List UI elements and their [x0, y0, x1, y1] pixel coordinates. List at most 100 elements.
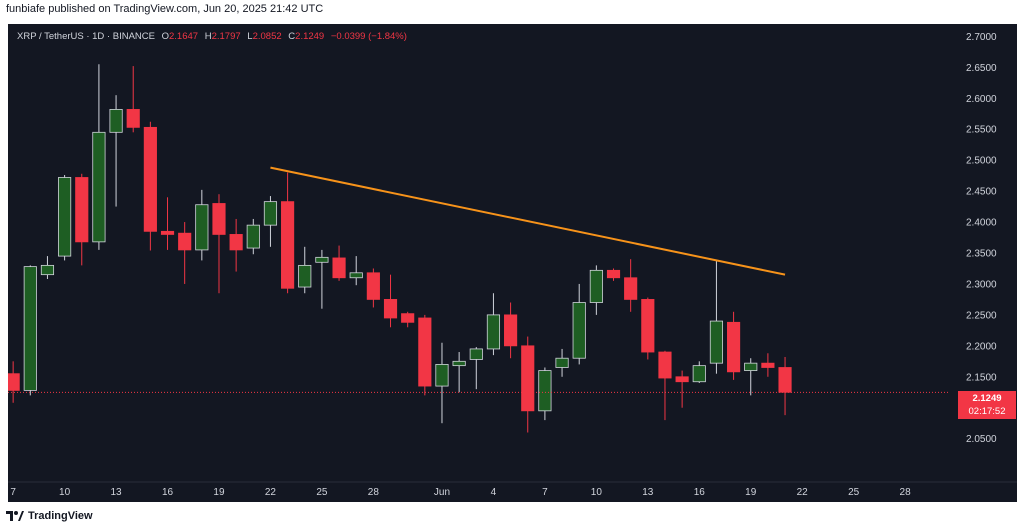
x-tick-label: 28: [900, 487, 912, 498]
y-tick-label: 2.6500: [966, 63, 997, 74]
candle-body: [572, 302, 586, 359]
bullish-candle: [469, 347, 483, 390]
candle-body: [92, 131, 106, 243]
candle-body: [401, 313, 415, 323]
x-tick-label: 7: [542, 487, 548, 498]
candle-body: [641, 299, 655, 353]
bullish-candle: [263, 196, 278, 247]
y-tick-label: 2.4000: [966, 218, 997, 229]
candle-body: [709, 320, 724, 364]
bar-countdown: 02:17:52: [968, 406, 1006, 417]
bullish-candle: [40, 256, 55, 279]
candle-body: [349, 272, 363, 279]
y-tick-label: 2.6000: [966, 94, 997, 105]
candle-body: [178, 232, 192, 251]
x-tick-label: 7: [10, 487, 16, 498]
x-tick-label: 22: [265, 487, 277, 498]
x-tick-label: 13: [642, 487, 654, 498]
bullish-candle: [538, 367, 552, 421]
bearish-candle: [383, 274, 398, 328]
bearish-candle: [160, 197, 175, 250]
bullish-candle: [589, 265, 603, 315]
candle-body: [658, 351, 672, 379]
bullish-candle: [555, 348, 569, 377]
x-tick-label: 10: [59, 487, 71, 498]
candle-body: [727, 321, 741, 373]
candlestick-chart[interactable]: 2.7000 2.6500 2.6000 2.5500 2.5000 2.4500 2.40…: [8, 24, 1017, 502]
open-label: O: [161, 31, 169, 42]
bearish-candle: [504, 302, 518, 359]
y-tick-label: 2.5000: [966, 156, 997, 167]
candle-body: [298, 264, 312, 288]
bearish-candle: [178, 222, 192, 284]
y-tick-label: 2.0500: [966, 434, 997, 445]
y-tick-label: 2.3500: [966, 249, 997, 260]
x-tick-label: 16: [694, 487, 706, 498]
candle-body: [692, 365, 706, 383]
candle-body: [589, 269, 603, 303]
candle-body: [8, 373, 20, 391]
candle-body: [486, 314, 501, 350]
bullish-candle: [709, 260, 724, 374]
x-tick-label: 13: [111, 487, 123, 498]
bullish-candle: [572, 283, 586, 365]
candle-body: [212, 203, 226, 235]
candle-body: [521, 345, 535, 412]
candle-body: [315, 256, 329, 263]
x-tick-label: 19: [745, 487, 757, 498]
candle-body: [469, 348, 483, 360]
candle-body: [452, 360, 466, 367]
candle-body: [281, 201, 295, 289]
low-label: L: [247, 31, 253, 42]
candle-body: [435, 364, 449, 387]
x-tick-label: 22: [797, 487, 809, 498]
candle-body: [761, 362, 775, 368]
chart-frame[interactable]: 2.7000 2.6500 2.6000 2.5500 2.5000 2.4500 2.40…: [8, 24, 1017, 502]
close-label: C: [288, 31, 296, 42]
candle-body: [332, 257, 346, 279]
bullish-candle: [452, 352, 466, 393]
x-tick-label: 19: [213, 487, 225, 498]
tradingview-footer[interactable]: TradingView: [6, 510, 93, 522]
x-tick-label: 25: [316, 487, 328, 498]
y-tick-label: 2.1500: [966, 372, 997, 383]
bearish-candle: [418, 314, 432, 396]
bearish-candle: [727, 311, 741, 380]
candle-body: [75, 177, 89, 243]
candle-body: [744, 362, 758, 371]
candle-body: [778, 367, 792, 393]
bearish-candle: [332, 245, 346, 281]
bearish-candle: [401, 311, 415, 328]
bearish-candle: [212, 194, 226, 294]
bullish-candle: [744, 358, 758, 396]
symbol-label[interactable]: XRP / TetherUS · 1D · BINANCE: [17, 31, 155, 42]
last-price-value: 2.1249: [972, 393, 1002, 404]
y-tick-label: 2.7000: [966, 32, 997, 43]
y-tick-label: 2.2500: [966, 310, 997, 321]
bullish-candle: [692, 361, 706, 383]
bearish-candle: [675, 370, 689, 408]
bullish-candle: [298, 246, 312, 294]
tradingview-brand: TradingView: [28, 510, 93, 522]
candle-body: [109, 109, 123, 133]
x-tick-label: 16: [162, 487, 174, 498]
high-value: 2.1797: [211, 31, 241, 42]
y-tick-label: 2.5500: [966, 125, 997, 136]
candle-body: [246, 224, 260, 249]
x-tick-label: Jun: [434, 487, 450, 498]
bullish-candle: [58, 175, 72, 261]
bullish-candle: [195, 189, 209, 261]
bearish-candle: [8, 361, 20, 403]
bullish-candle: [315, 249, 329, 309]
bullish-candle: [435, 342, 449, 424]
candle-body: [160, 230, 175, 235]
high-label: H: [204, 31, 212, 42]
x-tick-label: 28: [368, 487, 380, 498]
bearish-candle: [641, 297, 655, 360]
last-price-badge: 2.1249 02:17:52: [958, 391, 1016, 419]
candle-body: [418, 317, 432, 387]
bearish-candle: [778, 356, 792, 416]
bearish-candle: [521, 336, 535, 433]
y-tick-label: 2.4500: [966, 187, 997, 198]
tradingview-logo-icon: [6, 511, 24, 521]
